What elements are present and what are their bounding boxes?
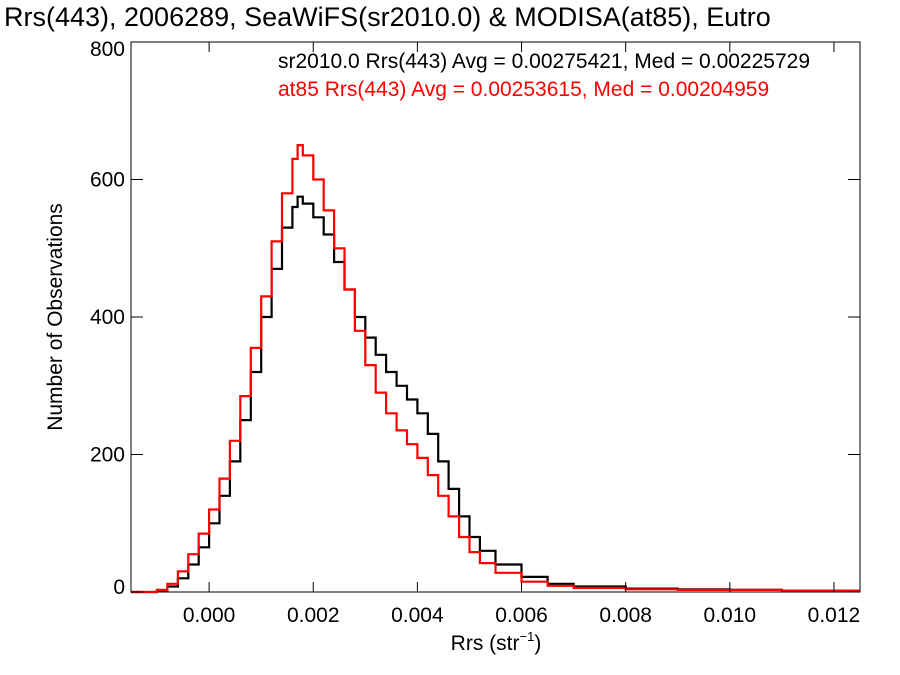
chart-title: Rrs(443), 2006289, SeaWiFS(sr2010.0) & M… bbox=[4, 2, 771, 32]
legend-entry-at85: at85 Rrs(443) Avg = 0.00253615, Med = 0.… bbox=[278, 78, 769, 101]
series-line-sr2010-0 bbox=[131, 195, 860, 594]
x-tick-label: 0.000 bbox=[183, 604, 236, 627]
y-tick-label: 800 bbox=[90, 38, 125, 61]
legend-entry-sr2010: sr2010.0 Rrs(443) Avg = 0.00275421, Med … bbox=[278, 50, 810, 73]
x-axis-label-sup: −1 bbox=[520, 629, 535, 644]
series-line-at85 bbox=[131, 144, 860, 594]
x-tick-label: 0.006 bbox=[495, 604, 548, 627]
x-axis-label-close: ) bbox=[534, 632, 541, 655]
plot-frame bbox=[130, 41, 861, 593]
x-tick-label: 0.010 bbox=[704, 604, 757, 627]
series-layer bbox=[131, 144, 860, 594]
x-axis-label-main: Rrs (str bbox=[451, 632, 520, 655]
y-tick-label: 400 bbox=[90, 306, 125, 329]
y-tick-label: 600 bbox=[90, 169, 125, 192]
x-axis-label: Rrs (str−1) bbox=[451, 629, 542, 655]
x-tick-label: 0.004 bbox=[391, 604, 444, 627]
x-tick-label: 0.002 bbox=[287, 604, 340, 627]
y-axis-label: Number of Observations bbox=[44, 203, 67, 431]
y-tick-label: 0 bbox=[113, 576, 125, 599]
y-tick-label: 200 bbox=[90, 444, 125, 467]
tick-layer: 0.000 0.002 0.004 0.006 0.008 0.010 0.012 0 200 4… bbox=[90, 38, 860, 627]
x-tick-label: 0.012 bbox=[808, 604, 861, 627]
x-tick-label: 0.008 bbox=[599, 604, 652, 627]
